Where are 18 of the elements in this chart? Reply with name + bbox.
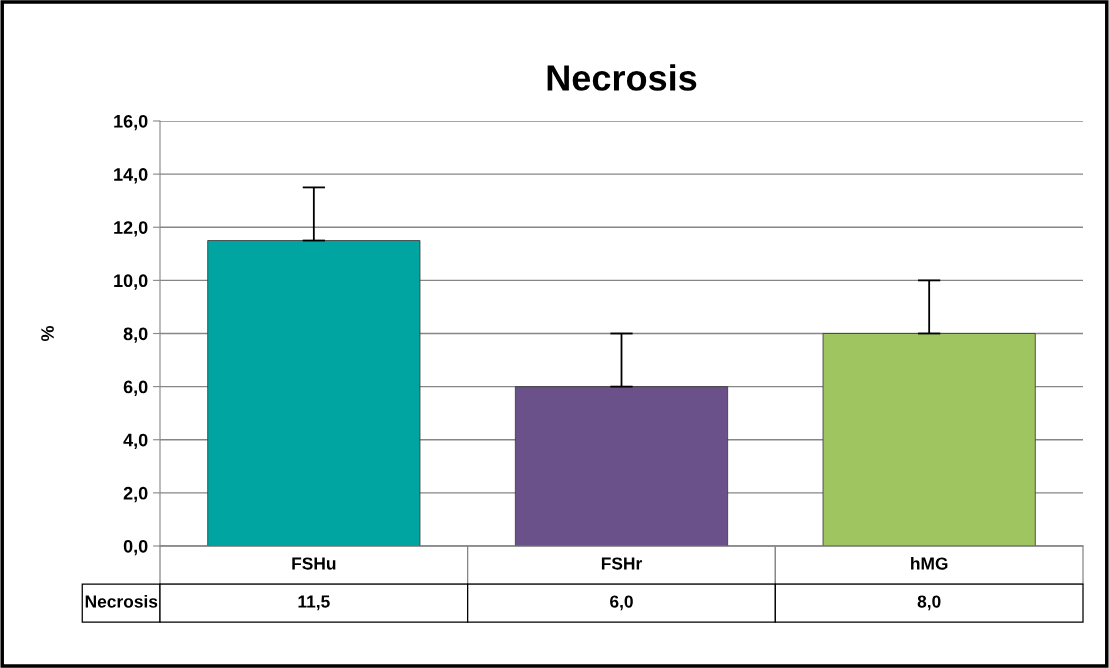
y-tick-label: 2,0 — [123, 486, 148, 503]
y-tick-label: 8,0 — [123, 327, 148, 343]
x-tick-label: FSHr — [601, 557, 642, 570]
y-tick-label: 16,0 — [114, 114, 148, 131]
y-tick-label: 4,0 — [123, 433, 148, 450]
y-tick-label: 12,0 — [114, 221, 148, 237]
x-tick-label: FSHu — [292, 557, 336, 570]
data-label: 11,5 — [298, 595, 330, 611]
text: Necrosis — [85, 594, 158, 608]
x-tick-label: hMG — [911, 556, 948, 570]
y-tick-label: 14,0 — [114, 168, 148, 184]
y-tick-label: 6,0 — [123, 380, 148, 396]
y-tick-label: 10,0 — [114, 274, 148, 290]
chart-title: Necrosis — [547, 64, 697, 91]
y-tick-label: 0,0 — [123, 539, 148, 556]
y-axis-title: % — [41, 325, 54, 342]
data-label: 8,0 — [917, 595, 941, 611]
data-label: 6,0 — [610, 595, 633, 611]
